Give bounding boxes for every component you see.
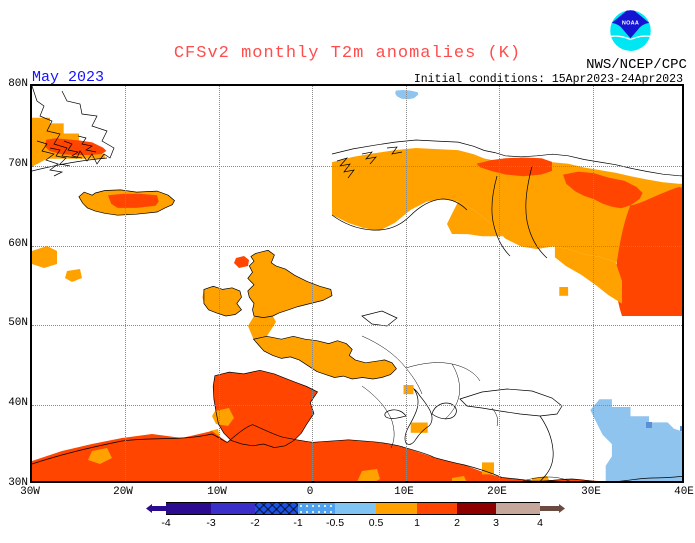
svg-text:NOAA: NOAA [622, 21, 639, 27]
